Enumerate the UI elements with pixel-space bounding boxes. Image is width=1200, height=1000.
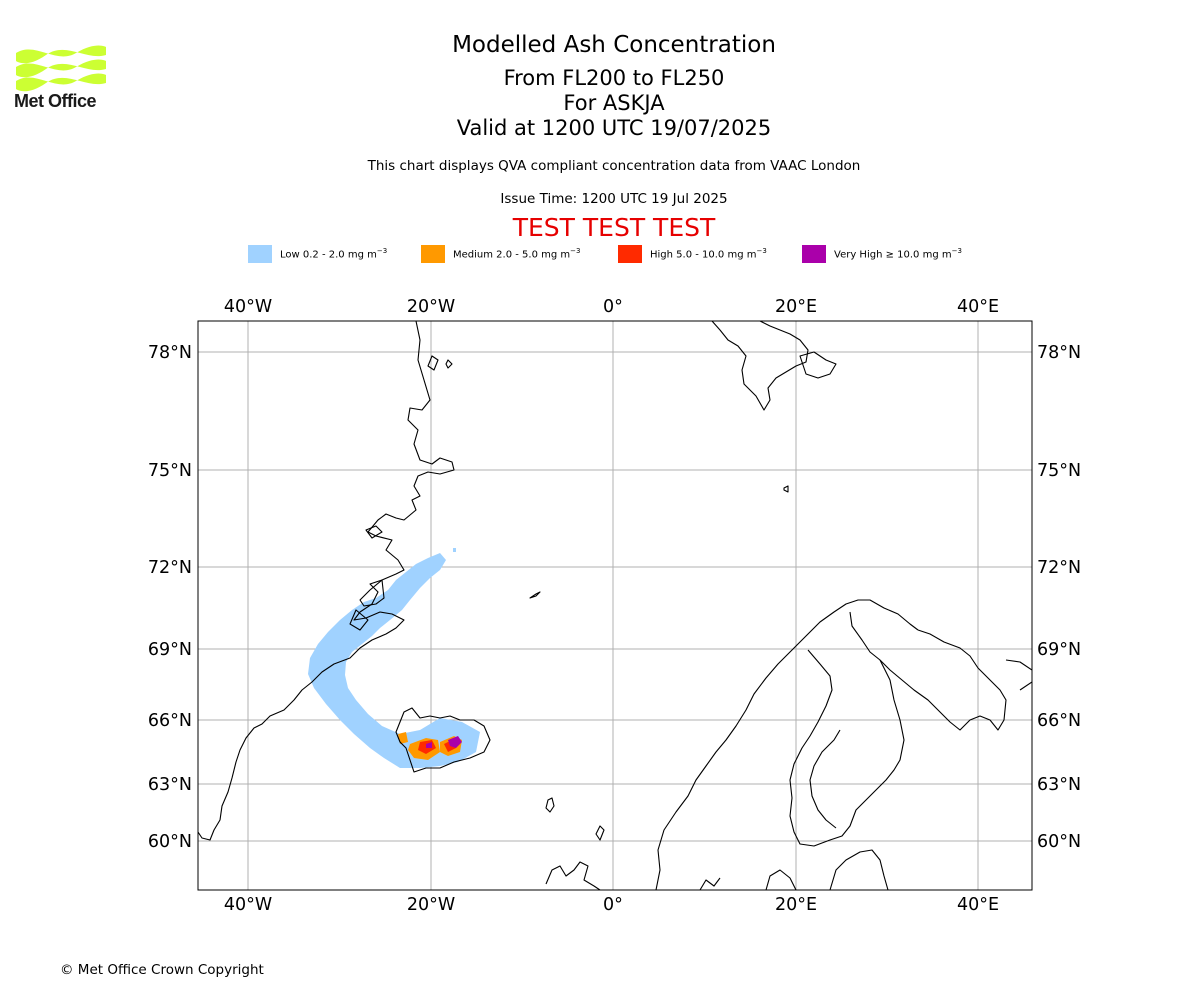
legend-label-very-high: Very High ≥ 10.0 mg m [834, 249, 952, 261]
title-line-4: Valid at 1200 UTC 19/07/2025 [456, 116, 772, 140]
lon-label-40e-bottom: 40°E [957, 895, 999, 915]
lon-labels-bottom: 40°W 20°W 0° 20°E 40°E [224, 895, 999, 915]
legend-label-high: High 5.0 - 10.0 mg m [650, 249, 757, 261]
lat-label-78n-right: 78°N [1037, 343, 1081, 363]
lon-label-0-top: 0° [603, 297, 623, 317]
lat-label-60n-left: 60°N [148, 832, 192, 852]
test-banner: TEST TEST TEST [512, 213, 716, 242]
legend-unit-exponent: −3 [570, 247, 581, 256]
met-office-logo-icon [16, 45, 106, 92]
copyright-notice: © Met Office Crown Copyright [60, 962, 264, 978]
lat-label-72n-right: 72°N [1037, 558, 1081, 578]
lat-labels-left: 78°N 75°N 72°N 69°N 66°N 63°N 60°N [148, 343, 192, 852]
lat-label-75n-right: 75°N [1037, 461, 1081, 481]
legend: Low 0.2 - 2.0 mg m−3 Medium 2.0 - 5.0 mg… [0, 244, 1200, 264]
title-line-1: Modelled Ash Concentration [452, 32, 776, 58]
ash-plume-low [308, 553, 480, 768]
gridlines [198, 321, 1032, 890]
lon-label-40w-top: 40°W [224, 297, 272, 317]
lat-label-66n-right: 66°N [1037, 711, 1081, 731]
title-line-2: From FL200 to FL250 [503, 66, 725, 90]
legend-label-medium: Medium 2.0 - 5.0 mg m [453, 249, 571, 261]
lat-label-66n-left: 66°N [148, 711, 192, 731]
lon-label-0-bottom: 0° [603, 895, 623, 915]
legend-unit-exponent: −3 [376, 247, 388, 256]
chart-title: Modelled Ash Concentration From FL200 to… [314, 30, 914, 141]
lat-label-72n-left: 72°N [148, 558, 192, 578]
lat-label-60n-right: 60°N [1037, 832, 1081, 852]
legend-item-low: Low 0.2 - 2.0 mg m−3 [248, 244, 387, 264]
coastlines [198, 321, 1032, 890]
lon-label-40w-bottom: 40°W [224, 895, 272, 915]
legend-unit-exponent: −3 [756, 247, 767, 256]
lat-label-63n-right: 63°N [1037, 775, 1081, 795]
legend-item-very-high: Very High ≥ 10.0 mg m−3 [802, 244, 962, 264]
legend-swatch-high [618, 245, 642, 263]
lon-label-20e-bottom: 20°E [775, 895, 817, 915]
lat-label-69n-left: 69°N [148, 640, 192, 660]
issue-time: Issue Time: 1200 UTC 19 Jul 2025 [500, 191, 728, 207]
legend-label-low: Low 0.2 - 2.0 mg m [280, 249, 377, 261]
lat-label-63n-left: 63°N [148, 775, 192, 795]
title-line-3: For ASKJA [563, 91, 665, 115]
legend-swatch-low [248, 245, 272, 263]
map-frame [197, 320, 1033, 891]
ash-plume-low-tip [453, 548, 456, 552]
lat-labels-right: 78°N 75°N 72°N 69°N 66°N 63°N 60°N [1037, 343, 1081, 852]
lon-labels-top: 40°W 20°W 0° 20°E 40°E [224, 297, 999, 317]
ash-plume-very-high [426, 736, 462, 748]
lon-label-20e-top: 20°E [775, 297, 817, 317]
lat-label-69n-right: 69°N [1037, 640, 1081, 660]
lon-label-20w-top: 20°W [407, 297, 455, 317]
met-office-logo-text: Met Office [14, 91, 97, 111]
legend-item-high: High 5.0 - 10.0 mg m−3 [618, 244, 767, 264]
lat-label-75n-left: 75°N [148, 461, 192, 481]
legend-swatch-medium [421, 245, 445, 263]
lat-label-78n-left: 78°N [148, 343, 192, 363]
lon-label-20w-bottom: 20°W [407, 895, 455, 915]
lon-label-40e-top: 40°E [957, 297, 999, 317]
legend-item-medium: Medium 2.0 - 5.0 mg m−3 [421, 244, 580, 264]
legend-swatch-very-high [802, 245, 826, 263]
legend-unit-exponent: −3 [951, 247, 962, 256]
chart-description: This chart displays QVA compliant concen… [367, 158, 861, 174]
